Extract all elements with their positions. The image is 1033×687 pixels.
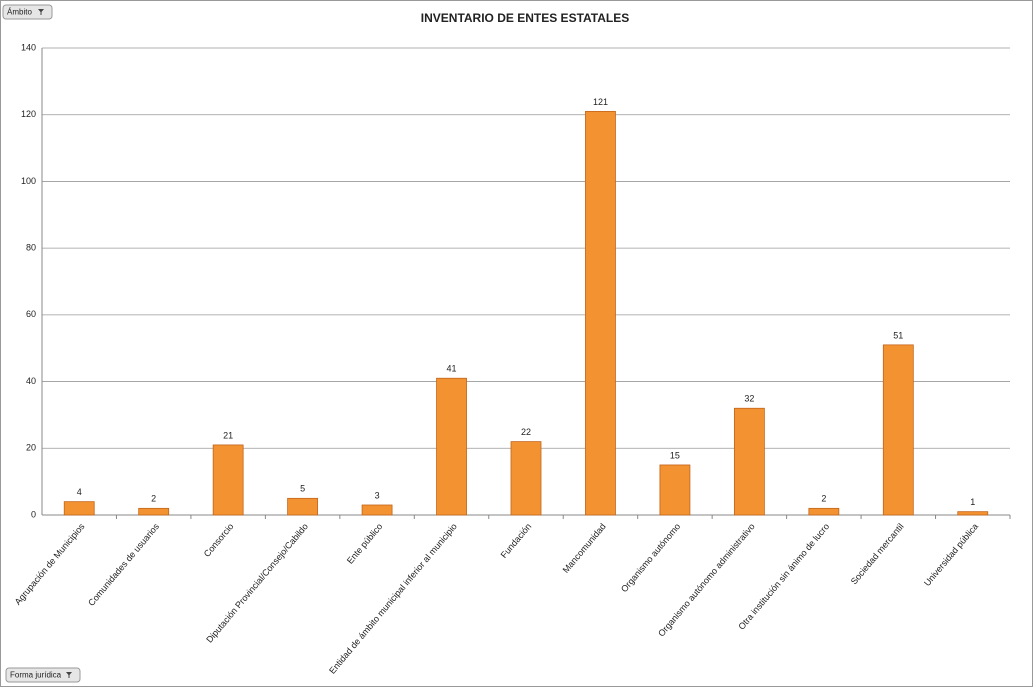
data-label: 3	[375, 490, 380, 500]
bar	[808, 507, 840, 516]
y-tick-label: 0	[31, 509, 36, 519]
data-label: 2	[151, 494, 156, 504]
bar	[436, 377, 467, 516]
data-label: 41	[447, 364, 457, 374]
bar	[138, 507, 170, 516]
chart-title: INVENTARIO DE ENTES ESTATALES	[421, 11, 629, 25]
y-tick-label: 80	[26, 243, 36, 253]
data-label: 15	[670, 450, 680, 460]
y-tick-label: 60	[26, 309, 36, 319]
data-label: 22	[521, 427, 531, 437]
bar	[659, 464, 691, 516]
bar	[882, 344, 914, 516]
data-label: 1	[970, 497, 975, 507]
bar	[585, 110, 616, 516]
y-tick-label: 40	[26, 376, 36, 386]
bar	[510, 441, 542, 516]
bar	[361, 504, 393, 516]
bar	[733, 407, 765, 516]
y-tick-label: 100	[21, 176, 36, 186]
data-label: 51	[893, 330, 903, 340]
y-tick-label: 20	[26, 443, 36, 453]
bar	[212, 444, 244, 516]
filter-button[interactable]: Ámbito	[2, 4, 53, 20]
data-label: 21	[223, 430, 233, 440]
bar	[957, 511, 989, 516]
data-label: 121	[593, 97, 608, 107]
bar	[63, 501, 95, 516]
y-tick-label: 120	[21, 109, 36, 119]
y-tick-label: 140	[21, 42, 36, 52]
data-label: 32	[744, 394, 754, 404]
bar	[287, 497, 319, 516]
filter-button[interactable]: Forma jurídica	[5, 667, 81, 683]
data-label: 4	[77, 487, 82, 497]
filter-label: Forma jurídica	[10, 671, 62, 680]
filter-label: Ámbito	[7, 8, 32, 17]
data-label: 5	[300, 484, 305, 494]
data-label: 2	[821, 494, 826, 504]
